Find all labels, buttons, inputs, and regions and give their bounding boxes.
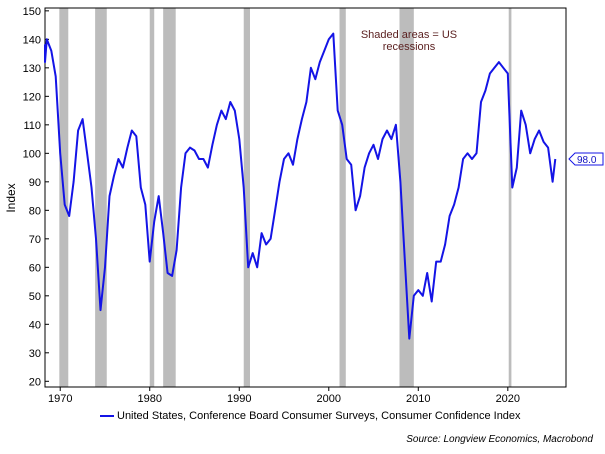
last-value-label: 98.0 xyxy=(577,155,597,166)
recession-band-2 xyxy=(95,8,107,387)
y-tick-label-110: 110 xyxy=(23,120,41,132)
y-tick-label-50: 50 xyxy=(29,291,41,303)
source-note: Source: Longview Economics, Macrobond xyxy=(406,434,593,445)
recession-band-8 xyxy=(508,8,512,387)
series-line-1 xyxy=(44,32,557,340)
legend: United States, Conference Board Consumer… xyxy=(100,408,521,424)
recession-band-3 xyxy=(149,8,155,387)
y-axis: 20 30 40 50 60 70 80 90 100 110 120 130 140 150 xyxy=(23,6,49,388)
x-tick-label-1990: 1990 xyxy=(227,393,251,405)
y-tick-label-30: 30 xyxy=(29,348,41,360)
y-tick-label-80: 80 xyxy=(29,205,41,217)
plot-frame xyxy=(44,7,567,388)
y-tick-label-130: 130 xyxy=(23,63,41,75)
recession-band-4 xyxy=(163,8,176,387)
x-tick-label-2010: 2010 xyxy=(406,393,430,405)
recession-band-6 xyxy=(339,8,346,387)
y-tick-label-100: 100 xyxy=(23,148,41,160)
y-tick-label-20: 20 xyxy=(29,376,41,388)
y-tick-label-150: 150 xyxy=(23,6,41,18)
x-tick-label-1970: 1970 xyxy=(48,393,72,405)
x-tick-label-2020: 2020 xyxy=(496,393,520,405)
legend-line-swatch xyxy=(100,415,114,417)
y-tick-label-40: 40 xyxy=(29,319,41,331)
y-tick-label-90: 90 xyxy=(29,177,41,189)
last-value-marker: 98.0 xyxy=(568,152,604,166)
recession-annotation-line-1: Shaded areas = US xyxy=(361,29,457,41)
y-tick-label-140: 140 xyxy=(23,34,41,46)
y-tick-label-120: 120 xyxy=(23,91,41,103)
recession-annotation-line-2: recessions xyxy=(383,41,436,53)
recession-shading xyxy=(59,8,512,387)
legend-label: United States, Conference Board Consumer… xyxy=(117,410,521,422)
x-axis: 1970 1980 1990 2000 2010 2020 xyxy=(48,387,520,405)
y-tick-label-60: 60 xyxy=(29,262,41,274)
recession-band-5 xyxy=(243,8,250,387)
x-tick-label-1980: 1980 xyxy=(137,393,161,405)
series-layer xyxy=(44,32,557,340)
x-tick-label-2000: 2000 xyxy=(317,393,341,405)
y-axis-label: Index xyxy=(4,183,18,212)
last-value-box xyxy=(568,152,604,166)
recession-band-7 xyxy=(399,8,414,387)
y-tick-label-70: 70 xyxy=(29,234,41,246)
